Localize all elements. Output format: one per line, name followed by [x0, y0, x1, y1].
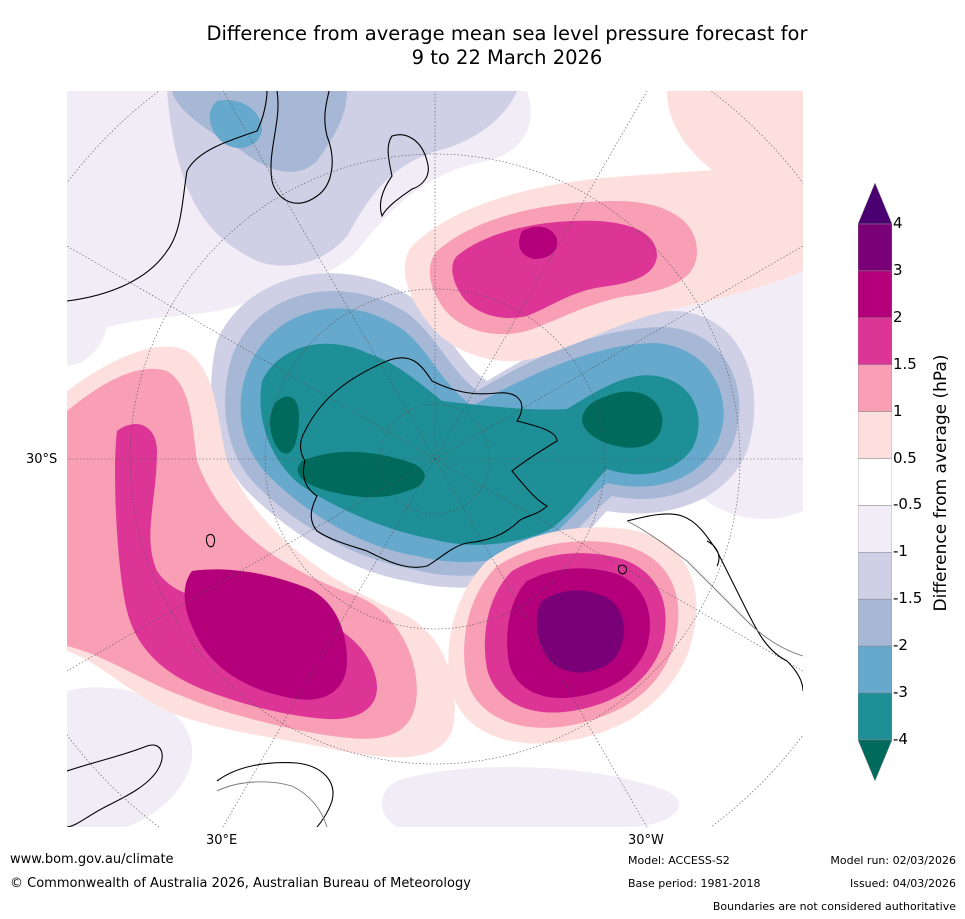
colorbar-segment	[858, 364, 892, 412]
coast-madagascar	[205, 533, 216, 548]
anomaly-pos-15-tasman	[452, 220, 657, 319]
country-borders	[216, 520, 803, 827]
contour-fields	[67, 91, 803, 827]
coast-new-zealand	[379, 134, 429, 218]
anomaly-neg-light-south	[382, 767, 680, 827]
colorbar-segment	[858, 411, 892, 459]
graticule	[67, 91, 803, 827]
title-line-1: Difference from average mean sea level p…	[206, 22, 808, 45]
colorbar-tick-label: 0.5	[893, 448, 917, 467]
colorbar-segment	[858, 317, 892, 365]
footer-disclaimer: Boundaries are not considered authoritat…	[712, 900, 956, 913]
colorbar-segments	[858, 183, 892, 782]
anomaly-pos-2-tasman	[519, 226, 558, 259]
anomaly-neg-1-west-pocket	[67, 251, 108, 366]
colorbar-title: Difference from average (hPa)	[931, 354, 951, 612]
colorbar-segment	[858, 458, 892, 506]
lat-label-30s: 30°S	[26, 452, 58, 467]
colorbar-tick-label: -1	[893, 542, 908, 561]
colorbar-tick-label: -3	[893, 683, 908, 701]
colorbar-segment	[858, 598, 892, 647]
footer-model: Model: ACCESS-S2	[628, 854, 730, 867]
colorbar-segment	[858, 552, 892, 600]
colorbar	[858, 183, 892, 782]
colorbar-tick-label: 2	[893, 307, 903, 326]
title-line-2: 9 to 22 March 2026	[411, 46, 603, 69]
anomaly-pos-05-east	[667, 91, 803, 241]
colorbar-tick-label: -2	[893, 636, 908, 655]
coast-falklands	[617, 564, 628, 575]
anomaly-pos-3-atlantic	[536, 590, 625, 673]
coast-antarctica	[299, 357, 558, 568]
footer-issued: Issued: 04/03/2026	[849, 877, 956, 890]
anomaly-neg-4-east-antarctica	[297, 451, 425, 498]
colorbar-tick-label: 1.5	[893, 354, 917, 373]
footer-base-period: Base period: 1981-2018	[628, 877, 761, 890]
anomaly-pos-2-australia	[184, 569, 347, 700]
colorbar-tick-label: 4	[893, 214, 903, 232]
anomaly-map	[67, 91, 803, 827]
colorbar-segment	[858, 223, 892, 272]
colorbar-segment	[858, 505, 892, 553]
coast-south-america	[626, 513, 803, 692]
anomaly-neg-light-sw	[67, 687, 193, 827]
colorbar-arrow-bottom	[858, 739, 892, 782]
footer-website[interactable]: www.bom.gov.au/climate	[10, 852, 174, 867]
lon-label-30w: 30°W	[628, 833, 664, 848]
colorbar-tick-label: -4	[893, 729, 908, 748]
map-svg	[67, 91, 803, 827]
coast-australia	[67, 91, 333, 302]
colorbar-segment	[858, 270, 892, 319]
anomaly-neg-4-west	[270, 396, 299, 454]
colorbar-arrow-top	[858, 183, 892, 225]
anomaly-neg-2-australia	[209, 100, 262, 149]
colorbar-segment	[858, 645, 892, 694]
footer-model-run: Model run: 02/03/2026	[830, 854, 956, 867]
chart-title: Difference from average mean sea level p…	[0, 22, 965, 70]
colorbar-segment	[858, 692, 892, 741]
colorbar-tick-label: 1	[893, 401, 903, 420]
colorbar-tick-label: 3	[893, 260, 903, 279]
anomaly-neg-4-amundsen	[582, 391, 663, 448]
lon-label-30e: 30°E	[206, 833, 238, 848]
colorbar-tick-label: -0.5	[893, 495, 923, 514]
colorbar-tick-label: -1.5	[893, 589, 923, 608]
footer-copyright: © Commonwealth of Australia 2026, Austra…	[10, 876, 471, 891]
